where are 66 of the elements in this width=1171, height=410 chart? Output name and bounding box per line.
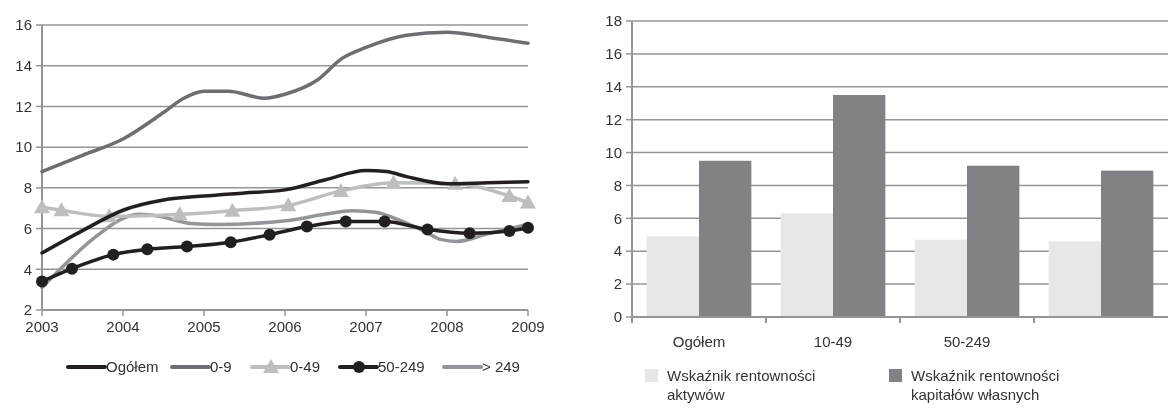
point: [65, 262, 78, 275]
point: [263, 228, 276, 241]
x-tick-label: 10-49: [813, 333, 853, 350]
y-tick-label: 14: [605, 78, 622, 96]
legend-label: > 249: [482, 358, 520, 376]
x-tick-label: 2007: [349, 318, 383, 335]
point: [503, 225, 516, 238]
point: [385, 174, 402, 189]
y-tick-label: 10: [605, 143, 622, 161]
y-tick-label: 16: [605, 45, 622, 63]
legend-label: Wskaźnik rentowności kapitałów własnych: [911, 367, 1060, 403]
point: [171, 206, 188, 221]
bar: [780, 213, 833, 317]
point: [36, 275, 48, 288]
x-tick-label: 2005: [187, 318, 221, 335]
bar: [914, 239, 967, 317]
point: [421, 223, 434, 236]
y-tick-label: 6: [613, 209, 622, 227]
y-tick-label: 12: [15, 97, 32, 115]
legend-label: Ogółem: [106, 358, 159, 376]
y-tick-label: 6: [23, 219, 32, 237]
y-tick-label: 16: [15, 16, 32, 34]
point: [378, 215, 391, 228]
y-tick-label: 2: [613, 275, 622, 293]
y-tick-label: 4: [613, 242, 622, 260]
point: [141, 243, 154, 256]
legend-label: 50-249: [378, 358, 425, 376]
legend-label: Wskaźnik rentowności aktywów: [667, 367, 816, 403]
point: [520, 194, 536, 209]
bar: [1048, 241, 1101, 317]
y-tick-label: 12: [605, 110, 622, 128]
x-tick-label: 50-249: [943, 333, 991, 350]
bar: [967, 165, 1020, 317]
point: [280, 197, 297, 212]
point: [107, 248, 120, 261]
point: [53, 202, 70, 217]
point: [224, 202, 241, 217]
y-tick-label: 18: [605, 12, 622, 30]
point: [332, 182, 349, 197]
point: [339, 215, 352, 228]
x-tick-label: Ogółem: [672, 333, 726, 350]
legend-label: 0-9: [210, 358, 232, 376]
y-tick-label: 14: [15, 56, 32, 74]
x-tick-label: 2008: [430, 318, 464, 335]
bar: [833, 95, 886, 317]
legend-label: 0-49: [290, 358, 321, 376]
point: [224, 236, 237, 249]
y-tick-label: 4: [23, 260, 32, 278]
y-tick-label: 2: [23, 301, 32, 319]
bar: [1101, 170, 1154, 317]
bar: [699, 160, 752, 317]
point: [34, 199, 50, 214]
point: [463, 227, 476, 240]
x-tick-label: 2006: [268, 318, 302, 335]
y-tick-label: 8: [613, 176, 622, 194]
point: [522, 221, 534, 234]
point: [501, 188, 518, 202]
bar: [646, 236, 699, 317]
y-tick-label: 0: [613, 308, 622, 326]
x-tick-label: 2004: [106, 318, 140, 335]
y-tick-label: 8: [23, 179, 32, 197]
x-tick-label: 2003: [25, 318, 59, 335]
point: [300, 220, 313, 233]
x-tick-label: 2009: [511, 318, 545, 335]
point: [180, 240, 193, 253]
y-tick-label: 10: [15, 138, 32, 156]
